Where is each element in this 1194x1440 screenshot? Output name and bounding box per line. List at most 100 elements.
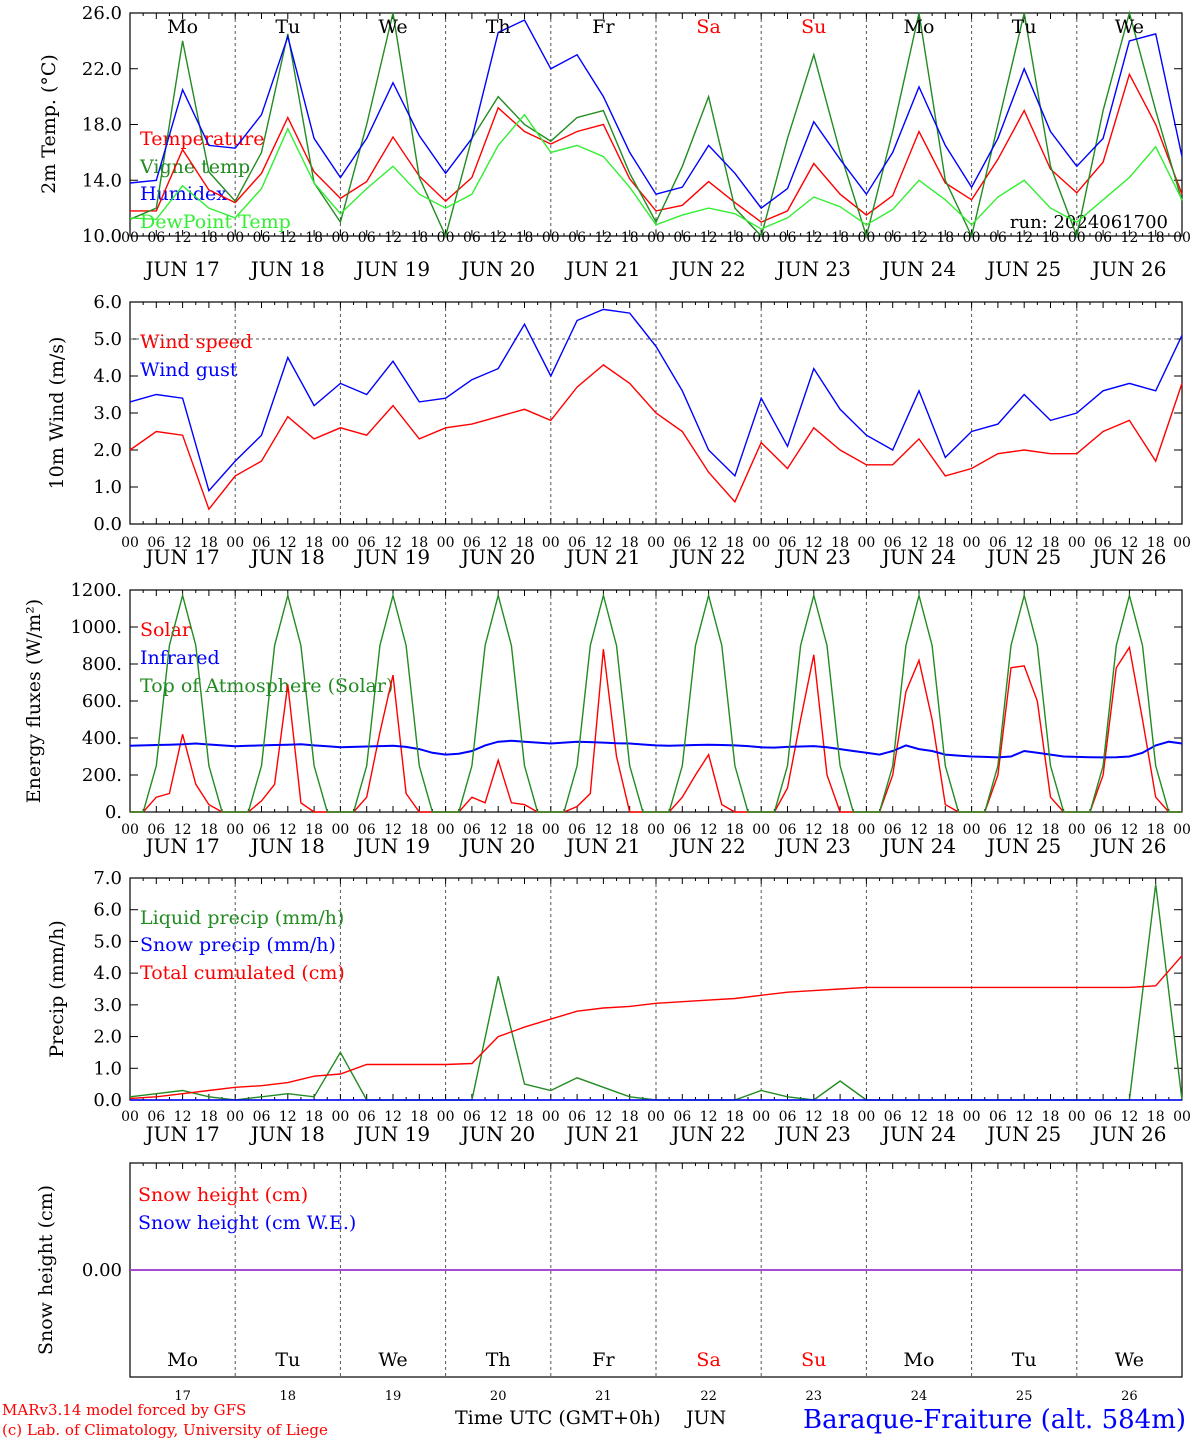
- hour-tick-label: 18: [936, 1109, 954, 1125]
- hour-tick-label: 18: [1147, 230, 1165, 246]
- hour-tick-label: 12: [805, 535, 823, 551]
- hour-tick-label: 18: [726, 535, 744, 551]
- date-label: JUN 17: [144, 545, 220, 569]
- date-label: JUN 24: [880, 257, 956, 281]
- weekday-label: Sa: [696, 1349, 720, 1371]
- date-label: JUN 26: [1090, 834, 1166, 858]
- hour-tick-label: 00: [963, 535, 981, 551]
- hour-tick-label: 06: [463, 822, 481, 838]
- hour-tick-label: 18: [410, 230, 428, 246]
- hour-tick-label: 18: [621, 1109, 639, 1125]
- date-label: JUN 21: [564, 545, 640, 569]
- hour-tick-label: 06: [884, 535, 902, 551]
- y-tick-label: 0.0: [93, 1090, 122, 1111]
- hour-tick-label: 00: [331, 1109, 349, 1125]
- station-title: Baraque-Fraiture (alt. 584m): [803, 1405, 1186, 1435]
- hour-tick-label: 12: [174, 230, 192, 246]
- weekday-label: Fr: [592, 16, 615, 38]
- y-tick-label: 5.0: [93, 329, 122, 350]
- y-tick-label: 0.00: [82, 1260, 122, 1281]
- hour-tick-label: 00: [121, 535, 139, 551]
- date-label: JUN 26: [1090, 545, 1166, 569]
- hour-tick-label: 06: [358, 1109, 376, 1125]
- series-line: [129, 308, 1183, 493]
- hour-tick-label: 06: [147, 1109, 165, 1125]
- date-label: JUN 24: [880, 1122, 956, 1146]
- hour-tick-label: 12: [384, 230, 402, 246]
- hour-tick-label: 12: [279, 822, 297, 838]
- hour-tick-label: 12: [910, 230, 928, 246]
- hour-tick-label: 06: [463, 1109, 481, 1125]
- hour-tick-label: 00: [1068, 230, 1086, 246]
- hour-tick-label: 06: [989, 1109, 1007, 1125]
- hour-tick-label: 00: [331, 822, 349, 838]
- hour-tick-label: 18: [516, 535, 534, 551]
- hour-tick-label: 06: [989, 535, 1007, 551]
- weekday-label: We: [1115, 1349, 1144, 1371]
- date-label: JUN 17: [144, 834, 220, 858]
- weekday-label: Mo: [167, 1349, 198, 1371]
- hour-tick-label: 00: [437, 1109, 455, 1125]
- weekday-label: Mo: [904, 16, 935, 38]
- weekday-label: We: [378, 16, 407, 38]
- hour-tick-label: 06: [253, 822, 271, 838]
- hour-tick-label: 12: [384, 535, 402, 551]
- date-label: JUN 20: [459, 834, 535, 858]
- hour-tick-label: 12: [279, 1109, 297, 1125]
- date-label: JUN 18: [249, 1122, 325, 1146]
- precip-panel: Precip (mm/h) Liquid precip (mm/h) Snow …: [46, 868, 1191, 1146]
- hour-tick-label: 00: [542, 230, 560, 246]
- series-line: [129, 364, 1183, 511]
- hour-tick-label: 06: [673, 230, 691, 246]
- legend-wind-gust: Wind gust: [140, 359, 238, 381]
- hour-tick-label: 06: [989, 230, 1007, 246]
- hour-tick-label: 06: [358, 535, 376, 551]
- day-number-label: 17: [174, 1389, 191, 1404]
- hour-tick-label: 06: [253, 535, 271, 551]
- hour-tick-label: 06: [568, 535, 586, 551]
- date-label: JUN 18: [249, 834, 325, 858]
- hour-tick-label: 12: [1015, 535, 1033, 551]
- hour-tick-label: 00: [857, 535, 875, 551]
- hour-tick-label: 12: [594, 822, 612, 838]
- hour-tick-label: 00: [963, 822, 981, 838]
- legend-total-cumulated: Total cumulated (cm): [140, 962, 345, 984]
- date-label: JUN 18: [249, 257, 325, 281]
- hour-tick-label: 12: [805, 822, 823, 838]
- hour-tick-label: 12: [700, 230, 718, 246]
- y-tick-label: 14.0: [82, 170, 122, 191]
- hour-tick-label: 06: [989, 822, 1007, 838]
- hour-tick-label: 12: [489, 535, 507, 551]
- date-label: JUN 25: [985, 545, 1061, 569]
- hour-tick-label: 12: [1120, 1109, 1138, 1125]
- hour-tick-label: 06: [884, 822, 902, 838]
- hour-tick-label: 00: [857, 1109, 875, 1125]
- wind-panel: 10m Wind (m/s) Wind speed Wind gust 0.0 1…: [46, 292, 1191, 569]
- weekday-label: Th: [486, 1349, 511, 1371]
- hour-tick-label: 06: [568, 230, 586, 246]
- hour-tick-label: 06: [884, 230, 902, 246]
- hour-tick-label: 18: [1147, 535, 1165, 551]
- hour-tick-label: 06: [673, 535, 691, 551]
- series-line: [129, 739, 1183, 759]
- hour-tick-label: 12: [700, 1109, 718, 1125]
- hour-tick-label: 18: [200, 822, 218, 838]
- plot-frame: [129, 12, 1183, 237]
- date-label: JUN 19: [354, 545, 430, 569]
- hour-tick-label: 06: [673, 822, 691, 838]
- hour-tick-label: 18: [200, 535, 218, 551]
- day-number-label: 26: [1121, 1389, 1138, 1404]
- y-axis-label: 10m Wind (m/s): [46, 337, 68, 490]
- hour-tick-label: 00: [121, 1109, 139, 1125]
- hour-tick-label: 18: [831, 822, 849, 838]
- y-tick-label: 26.0: [82, 3, 122, 24]
- hour-tick-label: 00: [752, 1109, 770, 1125]
- date-label: JUN 23: [775, 834, 851, 858]
- hour-tick-label: 06: [358, 230, 376, 246]
- hour-tick-label: 06: [253, 1109, 271, 1125]
- hour-tick-label: 18: [200, 230, 218, 246]
- hour-tick-label: 12: [279, 535, 297, 551]
- date-label: JUN 26: [1090, 257, 1166, 281]
- y-tick-label: 22.0: [82, 59, 122, 80]
